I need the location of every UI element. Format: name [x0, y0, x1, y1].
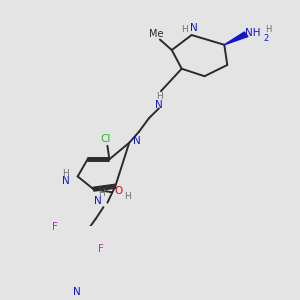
- Text: N: N: [155, 100, 163, 110]
- Text: H: H: [157, 92, 163, 101]
- Text: N: N: [94, 196, 101, 206]
- Text: N: N: [190, 23, 197, 33]
- Text: F: F: [52, 222, 58, 232]
- Text: N: N: [62, 176, 70, 186]
- Text: N: N: [133, 136, 141, 146]
- Text: Cl: Cl: [100, 134, 111, 144]
- Text: N: N: [73, 287, 81, 297]
- Text: H: H: [124, 192, 130, 201]
- Text: F: F: [98, 244, 103, 254]
- Text: H: H: [62, 169, 69, 178]
- Text: H: H: [98, 189, 105, 198]
- Text: H: H: [181, 25, 188, 34]
- Text: 2: 2: [263, 34, 268, 43]
- Text: O: O: [114, 186, 122, 196]
- Text: NH: NH: [245, 28, 261, 38]
- Text: H: H: [265, 25, 271, 34]
- Polygon shape: [224, 32, 248, 45]
- Text: Me: Me: [149, 28, 163, 39]
